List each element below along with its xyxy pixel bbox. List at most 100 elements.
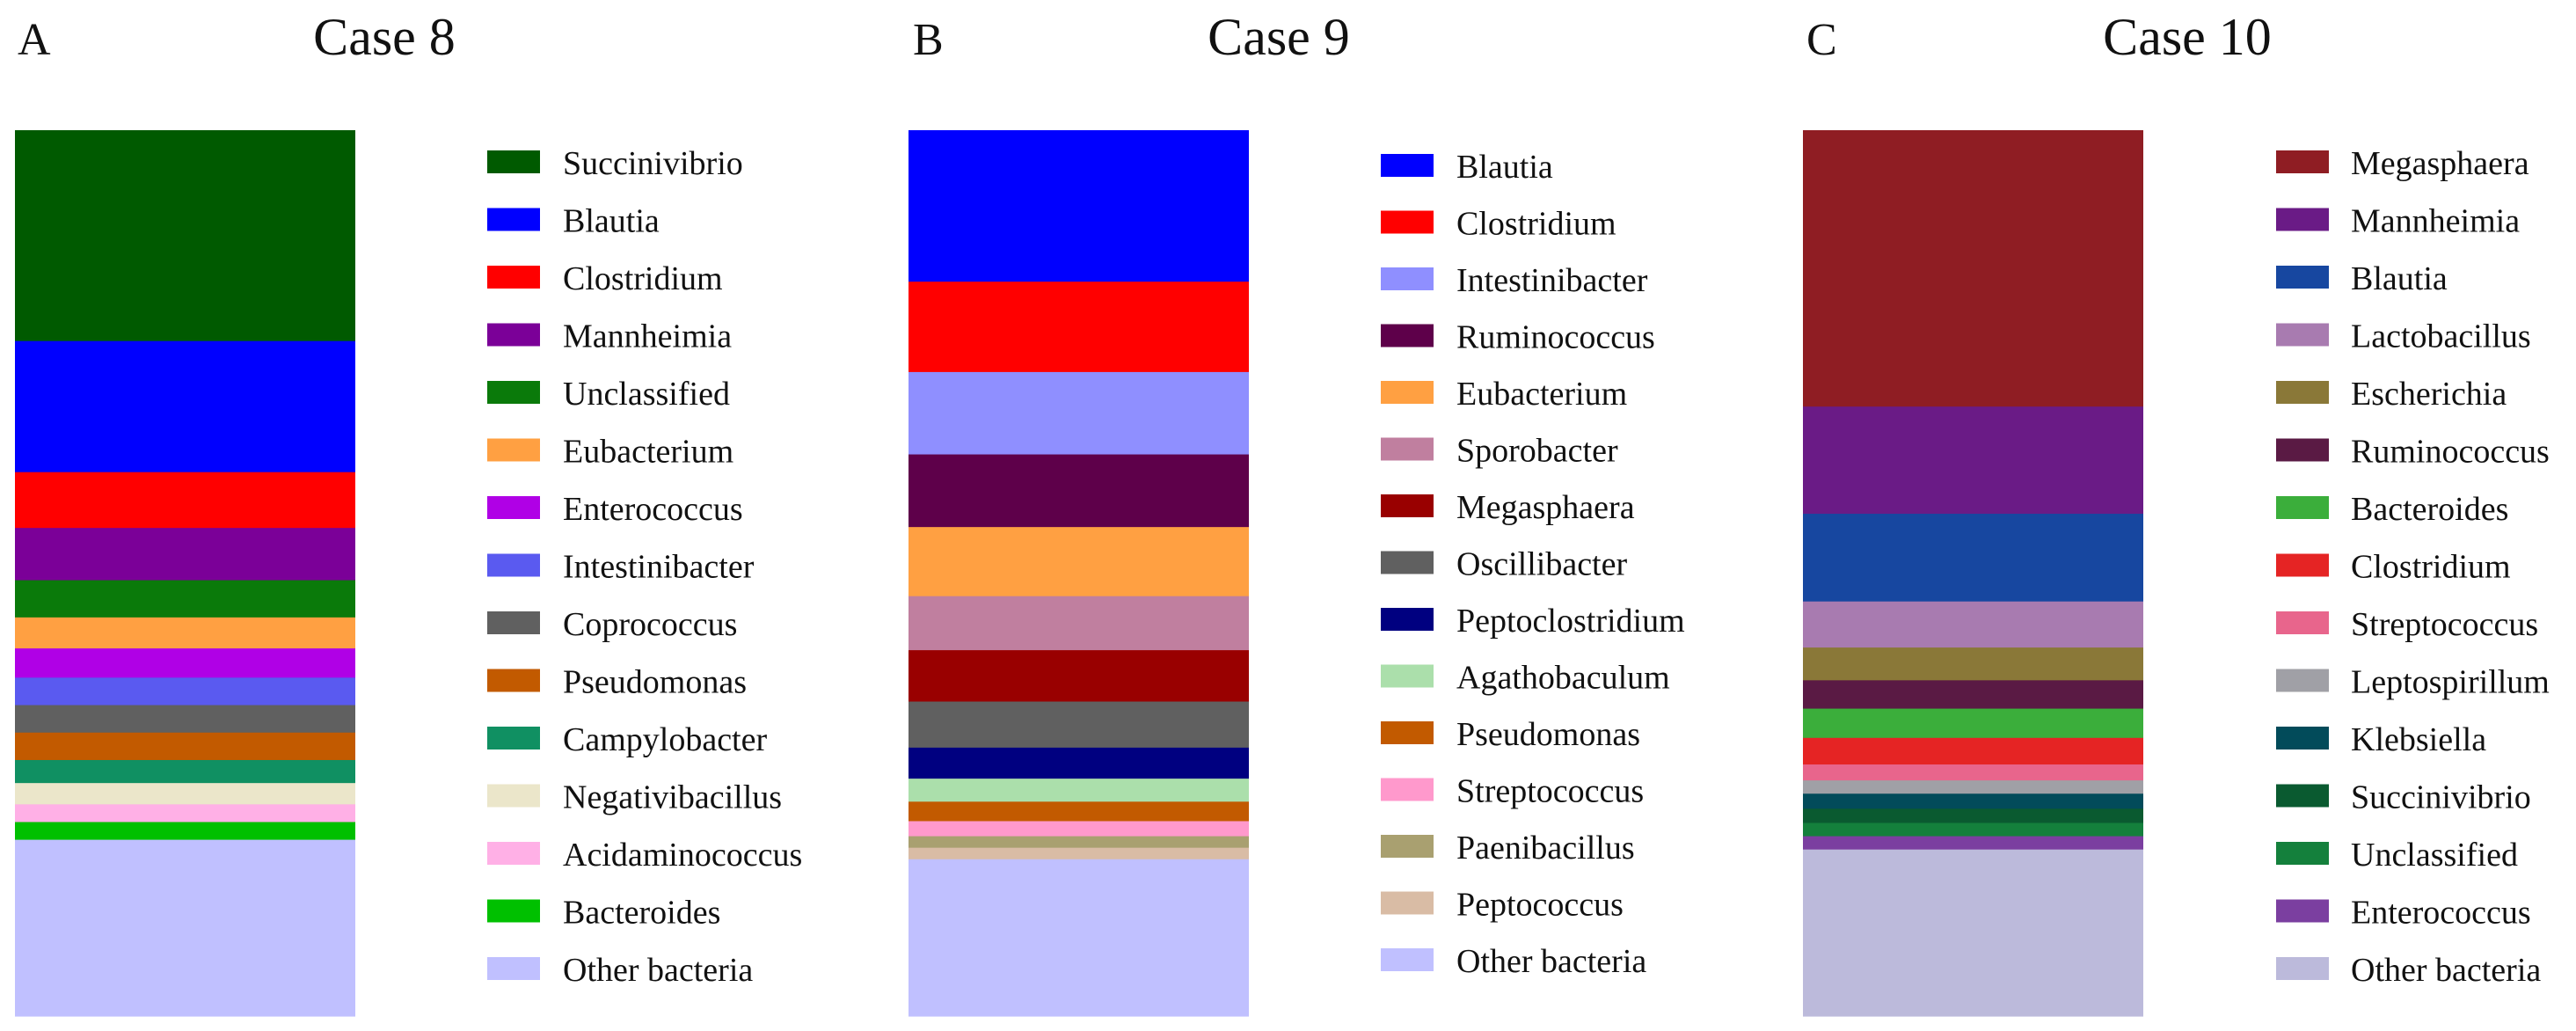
legend: Succinivibrio Blautia Clostridium Mannheimi…	[487, 145, 802, 989]
bar-segment	[909, 747, 1249, 779]
bar-segment	[15, 648, 355, 678]
bar-segment	[1803, 780, 2143, 794]
legend-swatch	[487, 323, 540, 347]
legend-label: Blautia	[2351, 260, 2448, 297]
legend-swatch	[487, 266, 540, 289]
legend-label: Leptospirillum	[2351, 664, 2550, 701]
bar-segment	[909, 701, 1249, 749]
bar-segment	[1803, 737, 2143, 765]
legend-swatch	[2276, 727, 2329, 749]
legend-swatch	[2276, 899, 2329, 923]
legend-label: Megasphaera	[1456, 489, 1635, 526]
legend-swatch	[1381, 154, 1434, 177]
bar-segment	[15, 705, 355, 734]
legend-label: Bacteroides	[2351, 491, 2508, 528]
legend-label: Eubacterium	[563, 434, 733, 471]
bar-segment	[15, 130, 355, 342]
bar-segment	[15, 472, 355, 529]
legend-label: Enterococcus	[563, 491, 743, 528]
bar-segment	[1803, 764, 2143, 781]
panel-a: A Case 8 Succinivibrio Blautia Clostridium…	[15, 8, 802, 1017]
legend-label: Intestinibacter	[563, 549, 755, 586]
legend-label: Unclassified	[2351, 837, 2518, 874]
bar-segment	[1803, 836, 2143, 851]
legend-swatch	[487, 899, 540, 923]
legend-swatch	[487, 381, 540, 404]
legend-label: Other bacteria	[563, 952, 753, 989]
legend-label: Succinivibrio	[563, 145, 743, 182]
legend-swatch	[2276, 150, 2329, 173]
bar-segment	[15, 804, 355, 823]
legend-label: Campylobacter	[563, 721, 767, 758]
legend-label: Bacteroides	[563, 895, 720, 932]
bar-segment	[909, 847, 1249, 860]
legend: Blautia Clostridium Intestinibacter Ruminoc…	[1381, 149, 1685, 980]
legend-swatch	[1381, 324, 1434, 347]
legend-swatch	[487, 784, 540, 808]
legend-swatch	[487, 150, 540, 173]
bar-segment	[1803, 793, 2143, 809]
legend-label: Clostridium	[1456, 206, 1616, 243]
bar-segment	[1803, 849, 2143, 1017]
legend-label: Succinivibrio	[2351, 779, 2531, 816]
stacked-bar	[909, 130, 1249, 1017]
legend-swatch	[1381, 721, 1434, 744]
legend-label: Other bacteria	[1456, 943, 1646, 980]
bar-segment	[909, 779, 1249, 802]
bar-segment	[1803, 130, 2143, 407]
panel-letter: C	[1806, 15, 1837, 65]
legend-swatch	[2276, 438, 2329, 462]
legend-label: Coprococcus	[563, 606, 737, 643]
bar-segment	[1803, 601, 2143, 648]
legend-label: Ruminococcus	[2351, 434, 2550, 471]
legend-swatch	[1381, 608, 1434, 631]
bar-segment	[15, 580, 355, 618]
bar-segment	[909, 454, 1249, 528]
panel-title: Case 8	[313, 8, 456, 66]
legend-swatch	[487, 669, 540, 692]
bar-segment	[909, 282, 1249, 373]
legend-label: Paenibacillus	[1456, 830, 1635, 866]
bar-segment	[909, 801, 1249, 823]
bar-segment	[909, 371, 1249, 456]
legend-swatch	[2276, 784, 2329, 808]
legend-swatch	[1381, 381, 1434, 404]
legend-swatch	[2276, 842, 2329, 865]
legend-label: Other bacteria	[2351, 952, 2541, 989]
bar-segment	[15, 759, 355, 784]
bar-segment	[15, 677, 355, 706]
legend-swatch	[2276, 266, 2329, 289]
legend-swatch	[1381, 551, 1434, 574]
bar-segment	[909, 130, 1249, 282]
legend-swatch	[2276, 669, 2329, 692]
bar-segment	[15, 528, 355, 581]
legend-swatch	[2276, 381, 2329, 404]
legend-swatch	[487, 957, 540, 980]
legend-label: Blautia	[1456, 149, 1553, 186]
bar-segment	[909, 527, 1249, 597]
legend-swatch	[487, 496, 540, 519]
legend-swatch	[1381, 778, 1434, 801]
legend-label: Sporobacter	[1456, 433, 1618, 470]
legend-label: Escherichia	[2351, 376, 2507, 413]
legend-swatch	[487, 727, 540, 749]
panel-title: Case 10	[2103, 8, 2272, 66]
legend-swatch	[487, 611, 540, 634]
legend-label: Enterococcus	[2351, 895, 2531, 932]
legend-swatch	[2276, 208, 2329, 231]
legend-label: Lactobacillus	[2351, 318, 2531, 355]
legend-swatch	[2276, 957, 2329, 980]
legend-label: Blautia	[563, 203, 660, 240]
legend-swatch	[1381, 891, 1434, 915]
legend-swatch	[1381, 835, 1434, 858]
panel-letter: B	[913, 15, 944, 65]
legend-swatch	[1381, 210, 1434, 234]
panel-b: B Case 9 Blautia Clostridium Intestinibact…	[909, 8, 1685, 1017]
bar-segment	[1803, 406, 2143, 515]
legend-label: Negativibacillus	[563, 779, 782, 816]
legend-label: Streptococcus	[2351, 606, 2538, 643]
bar-segment	[1803, 708, 2143, 739]
bar-segment	[1803, 823, 2143, 837]
legend-label: Peptococcus	[1456, 887, 1624, 924]
bar-segment	[15, 839, 355, 1017]
